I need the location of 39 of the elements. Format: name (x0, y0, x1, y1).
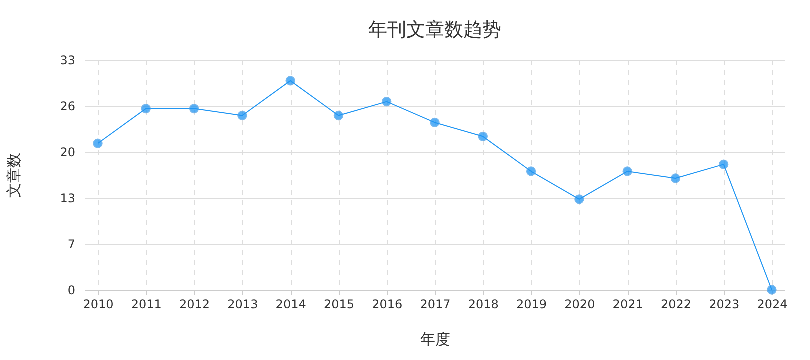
x-tick-label: 2019 (516, 298, 548, 312)
point (93, 138, 103, 148)
x-tick-label: 2011 (131, 298, 162, 312)
y-tick-label: 33 (60, 54, 76, 68)
y-tick-label: 0 (68, 284, 76, 298)
y-axis-title: 文章数 (5, 153, 24, 198)
x-tick-label: 2010 (83, 298, 114, 312)
point (382, 96, 392, 107)
x-tick-label: 2013 (228, 298, 258, 312)
point (478, 132, 488, 142)
x-tick-label: 2020 (564, 298, 596, 312)
x-tick-label: 2024 (757, 298, 788, 312)
y-tick-label: 20 (60, 146, 76, 160)
point (334, 110, 344, 121)
y-tick-label: 13 (60, 192, 76, 206)
x-tick-label: 2014 (276, 298, 306, 312)
point (767, 285, 777, 295)
point (238, 110, 248, 121)
point (141, 104, 151, 114)
x-tick-label: 2018 (468, 298, 499, 312)
x-tick-label: 2017 (420, 298, 451, 312)
x-tick-label: 2015 (324, 298, 354, 312)
y-tick-label: 26 (60, 100, 76, 114)
point (574, 194, 584, 204)
point (670, 174, 681, 184)
point (526, 166, 536, 176)
point (622, 166, 632, 176)
y-tick-label: 7 (68, 238, 76, 252)
point (286, 76, 296, 86)
x-tick-label: 2022 (660, 298, 692, 312)
chart-title: 年刊文章数趋势 (368, 19, 502, 41)
point (719, 160, 729, 170)
x-tick-label: 2021 (612, 298, 644, 312)
x-tick-label: 2023 (709, 298, 740, 312)
point (430, 118, 440, 128)
x-tick-label: 2012 (180, 298, 210, 312)
x-axis-title: 年度 (420, 330, 450, 348)
x-tick-label: 2016 (372, 298, 403, 312)
point (189, 104, 200, 114)
